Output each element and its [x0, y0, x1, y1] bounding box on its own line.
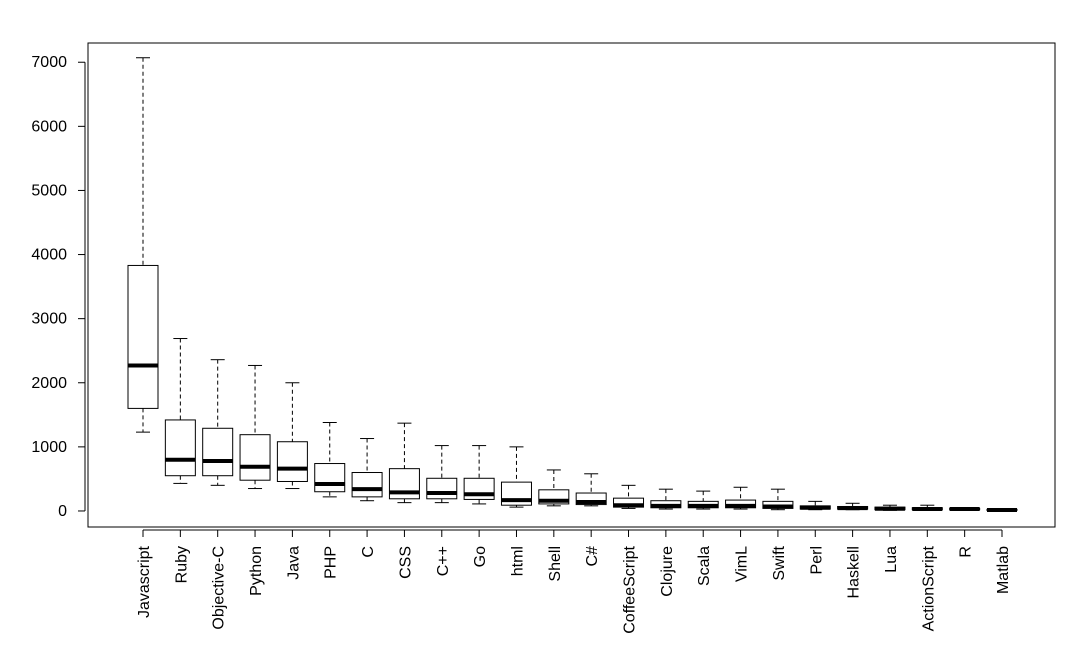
x-tick-label: Objective-C — [211, 546, 228, 630]
box-ruby — [164, 338, 196, 484]
x-tick-label: C# — [584, 546, 601, 567]
x-tick-label: Scala — [696, 546, 713, 586]
x-tick-label: Shell — [547, 546, 564, 582]
x-tick-label: VimL — [734, 546, 751, 582]
y-tick-label: 4000 — [31, 247, 67, 264]
x-tick-label: CSS — [397, 546, 414, 579]
x-tick-label: Ruby — [173, 546, 190, 583]
box-iqr — [351, 472, 383, 498]
x-tick-label: Matlab — [995, 546, 1012, 594]
x-tick-label: Go — [472, 546, 489, 567]
x-tick-label: html — [509, 546, 526, 576]
y-tick-label: 1000 — [31, 439, 67, 456]
box-iqr — [202, 427, 234, 477]
plot-frame — [87, 42, 1056, 528]
x-tick-label: PHP — [323, 546, 340, 579]
box-iqr — [314, 463, 346, 493]
box-haskell — [837, 502, 869, 511]
box-iqr — [276, 441, 308, 482]
box-lua — [874, 504, 906, 511]
boxes — [127, 57, 1018, 513]
box-html — [500, 446, 532, 508]
y-tick-label: 3000 — [31, 311, 67, 328]
box-iqr — [127, 264, 159, 409]
x-tick-label: Swift — [771, 545, 788, 580]
box-php — [314, 422, 346, 498]
x-tick-label: CoffeeScript — [622, 545, 639, 633]
box-shell — [538, 469, 570, 507]
box-swift — [762, 488, 794, 511]
x-tick-label: Haskell — [846, 546, 863, 598]
x-axis: Javascript Ruby Objective-C Python Java PHP C C… — [136, 529, 1012, 634]
box-objective-c — [202, 359, 234, 486]
x-tick-label: Javascript — [136, 545, 153, 618]
x-tick-label: C — [360, 546, 377, 558]
box-c- — [575, 473, 607, 507]
box-coffeescript — [613, 484, 645, 509]
y-tick-label: 5000 — [31, 182, 67, 199]
box-iqr — [575, 492, 607, 506]
x-tick-label: Clojure — [659, 546, 676, 597]
y-tick-label: 2000 — [31, 375, 67, 392]
x-tick-label: Java — [285, 546, 302, 580]
box-iqr — [164, 419, 196, 477]
y-tick-label: 0 — [58, 503, 67, 520]
x-tick-label: C++ — [435, 546, 452, 576]
box-iqr — [426, 477, 458, 500]
box-actionscript — [911, 504, 943, 512]
y-tick-label: 6000 — [31, 118, 67, 135]
box-r — [949, 507, 981, 512]
box-go — [463, 445, 495, 505]
box-c- — [426, 445, 458, 504]
box-clojure — [650, 488, 682, 510]
x-tick-label: Lua — [883, 546, 900, 573]
box-scala — [687, 490, 719, 510]
box-iqr — [239, 434, 271, 481]
box-javascript — [127, 57, 159, 433]
y-axis: 0 1000 2000 3000 4000 5000 6000 7000 — [31, 54, 86, 520]
box-python — [239, 364, 271, 490]
box-c — [351, 438, 383, 502]
box-perl — [799, 500, 831, 511]
box-viml — [725, 486, 757, 510]
x-tick-label: R — [958, 546, 975, 558]
box-matlab — [986, 508, 1018, 513]
y-tick-label: 7000 — [31, 54, 67, 71]
x-tick-label: Perl — [808, 546, 825, 574]
x-tick-label: Python — [248, 546, 265, 596]
x-tick-label: ActionScript — [920, 545, 937, 631]
box-css — [388, 422, 420, 504]
box-java — [276, 382, 308, 490]
